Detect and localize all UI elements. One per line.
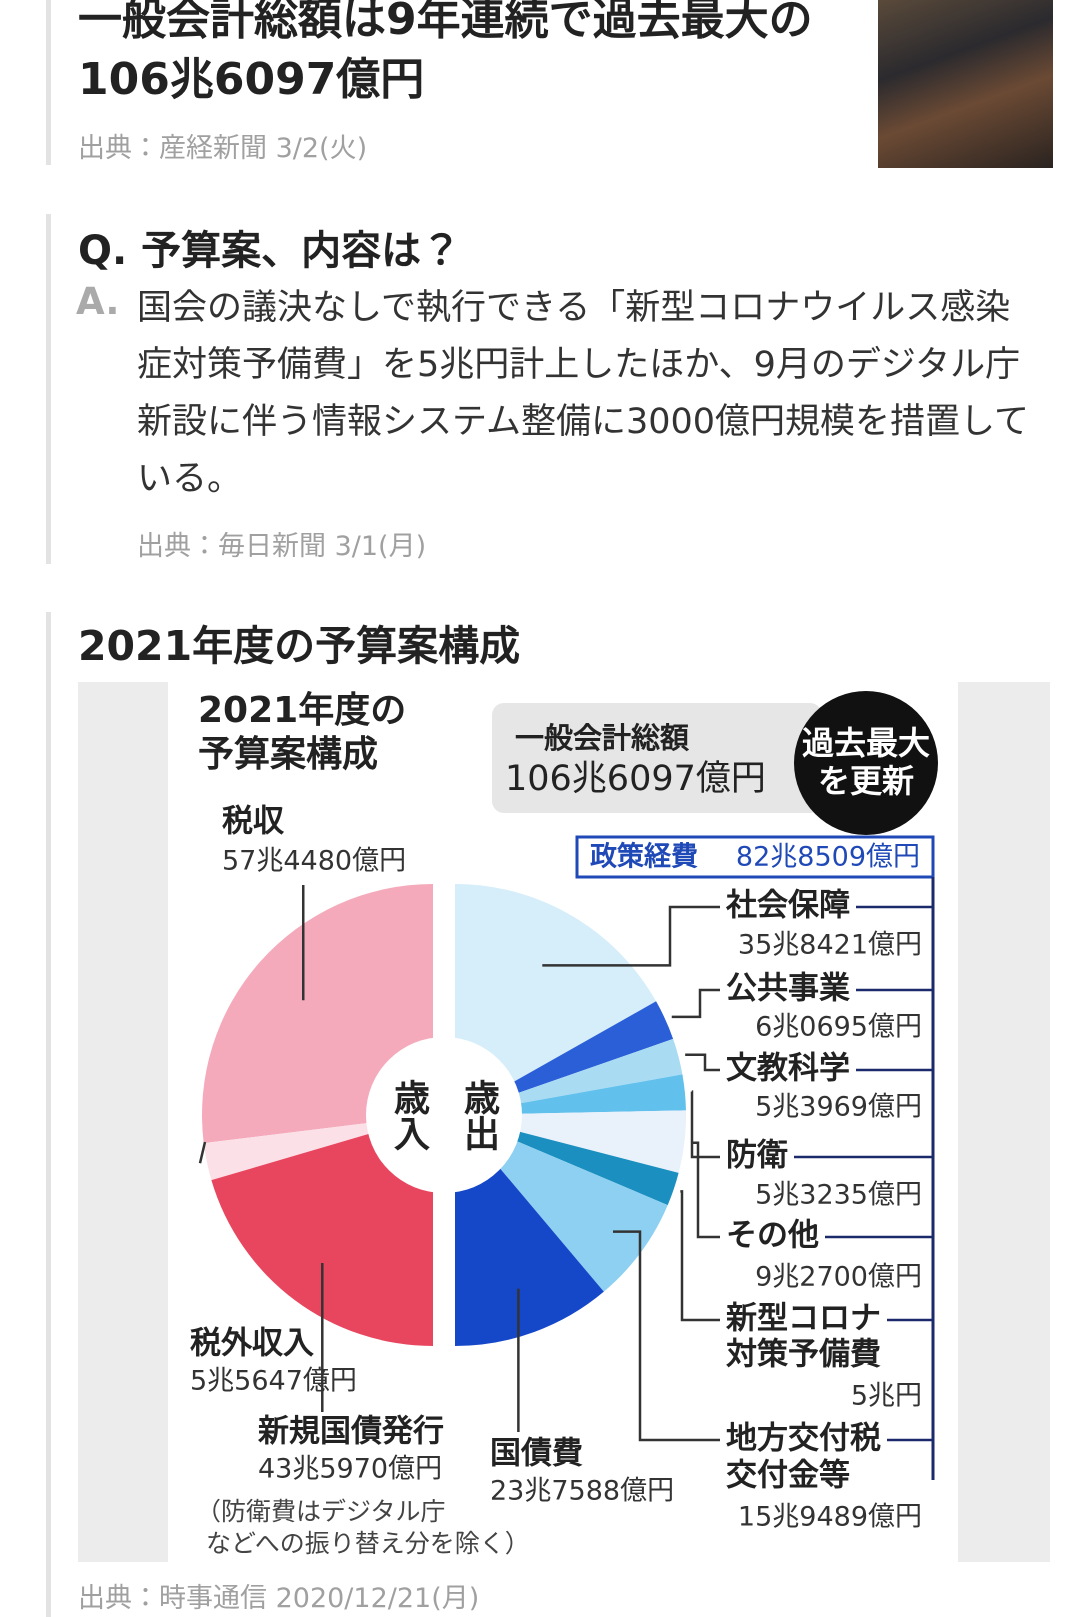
expenditure-name: その他 [726, 1218, 819, 1254]
leader-line [680, 1190, 720, 1322]
expenditure-value-label: 6兆0695億円 [755, 1012, 922, 1043]
question-text: 予算案、内容は？ [141, 228, 462, 274]
revenue-value-label: 57兆4480億円 [222, 846, 406, 877]
expenditure-value-label: 9兆2700億円 [755, 1262, 922, 1293]
question-marker: Q. [78, 228, 128, 274]
infographic-title: 2021年度の [198, 690, 406, 731]
center-hole [366, 1037, 522, 1193]
expenditure-name: 地方交付税 [726, 1421, 881, 1457]
quote-bar [46, 214, 51, 564]
expenditure-name: 交付金等 [726, 1458, 850, 1494]
quote-bar [46, 0, 51, 165]
leader-line [671, 988, 720, 1019]
total-box [492, 703, 822, 813]
expenditure-name: 社会保障 [725, 888, 850, 924]
expenditure-value-label: 5兆円 [851, 1381, 922, 1412]
note: （防衛費はデジタル庁 [196, 1497, 446, 1526]
leader-line [690, 1090, 720, 1159]
revenue-name: 新規国債発行 [257, 1414, 444, 1450]
leader-line [542, 905, 720, 967]
news-photo[interactable] [878, 0, 1053, 168]
revenue-value-label: 43兆5970億円 [258, 1454, 442, 1485]
expenditure-name: 公共事業 [726, 971, 850, 1007]
expenditure-name: 国債費 [490, 1436, 583, 1472]
expenditure-value-label: 35兆8421億円 [738, 930, 922, 961]
expenditure-value-label: 5兆3235億円 [755, 1180, 922, 1211]
leader-line [685, 1053, 720, 1072]
badge-text: 過去最大 [802, 724, 930, 762]
revenue-name: 税収 [222, 804, 285, 840]
badge-text: を更新 [818, 762, 914, 800]
section-title: 2021年度の予算案構成 [78, 622, 521, 670]
article-source: 出典：産経新聞 3/2(火) [78, 133, 368, 164]
revenue-name: 税外収入 [190, 1326, 314, 1362]
policy-label: 政策経費 [590, 841, 698, 873]
center-expenditure: 歳出 [458, 1079, 500, 1151]
expenditure-value-label: 23兆7588億円 [490, 1476, 674, 1507]
revenue-slice [211, 1115, 433, 1346]
expenditure-name: 防衛 [726, 1138, 788, 1174]
expenditure-value-label: 15兆9489億円 [738, 1502, 922, 1533]
article-title[interactable]: 一般会計総額は9年連続で過去最大の106兆6097億円 [78, 0, 813, 105]
leader-line [612, 1230, 720, 1442]
question: Q. 予算案、内容は？ [78, 218, 461, 276]
quote-bar [46, 612, 51, 1617]
infographic-title: 予算案構成 [198, 734, 378, 775]
record-badge [794, 691, 938, 835]
answer-marker: A. [76, 280, 120, 323]
answer-text: 国会の議決なしで執行できる「新型コロナウイルス感染症対策予備費」を5兆円計上した… [137, 288, 1029, 499]
note: などへの振り替え分を除く） [206, 1529, 530, 1558]
center-revenue: 歳入 [388, 1079, 430, 1151]
leader-line [198, 1141, 207, 1164]
leader-line [691, 1141, 720, 1239]
policy-banner [575, 835, 935, 879]
expenditure-value-label: 5兆3969億円 [755, 1092, 922, 1123]
total-value: 106兆6097億円 [505, 759, 766, 799]
chart-source: 出典：時事通信 2020/12/21(月) [78, 1583, 480, 1614]
answer-source: 出典：毎日新聞 3/1(月) [137, 531, 427, 562]
policy-value: 82兆8509億円 [736, 842, 920, 873]
expenditure-name: 新型コロナ [725, 1301, 881, 1337]
total-label: 一般会計総額 [515, 721, 690, 755]
expenditure-slice [455, 884, 657, 1115]
expenditure-name: 対策予備費 [726, 1337, 881, 1373]
expenditure-name: 文教科学 [726, 1051, 850, 1087]
revenue-value-label: 5兆5647億円 [190, 1366, 357, 1397]
